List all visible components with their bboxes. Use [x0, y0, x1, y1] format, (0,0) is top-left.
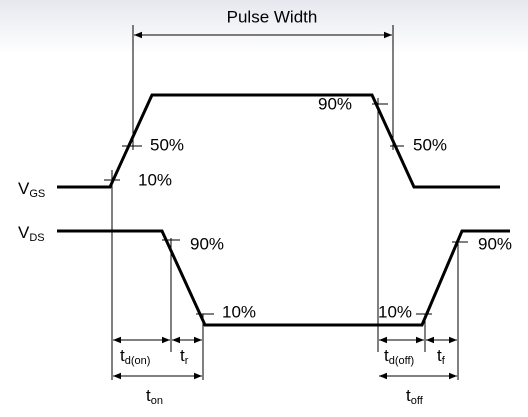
text-part: t — [120, 346, 125, 365]
text-part: on — [151, 395, 163, 407]
interval-label: toff — [406, 386, 424, 406]
text-part: t — [406, 386, 411, 405]
text-part: t — [384, 346, 389, 365]
title: Pulse Width — [227, 7, 318, 26]
text-part: DS — [29, 232, 44, 244]
level-label: 50% — [413, 135, 447, 154]
text-part: f — [442, 355, 446, 367]
text-part: d(on) — [125, 355, 151, 367]
level-label: 90% — [318, 94, 352, 113]
text-part: d(off) — [389, 355, 414, 367]
interval-label: td(off) — [384, 346, 414, 366]
text-part: r — [185, 355, 189, 367]
level-ticks — [104, 103, 468, 315]
text-part: V — [18, 223, 30, 242]
level-label: 10% — [222, 302, 256, 321]
level-label: 50% — [150, 135, 184, 154]
text-part: off — [411, 395, 424, 407]
interval-label: ton — [146, 386, 163, 406]
interval-guides — [111, 98, 459, 380]
level-label: 90% — [190, 234, 224, 253]
text-part: t — [146, 386, 151, 405]
level-label: 90% — [478, 234, 512, 253]
vds-waveform — [57, 229, 510, 327]
signal-label: VDS — [18, 223, 45, 243]
text-part: t — [180, 346, 185, 365]
interval-label: tf — [437, 346, 446, 366]
level-label: 10% — [378, 302, 412, 321]
text-part: GS — [29, 188, 45, 200]
interval-label: td(on) — [120, 346, 150, 366]
vgs-waveform — [57, 93, 500, 189]
text-part: t — [437, 346, 442, 365]
level-label: 10% — [138, 170, 172, 189]
text-part: V — [18, 179, 30, 198]
interval-label: tr — [180, 346, 189, 366]
signal-label: VGS — [18, 179, 45, 199]
